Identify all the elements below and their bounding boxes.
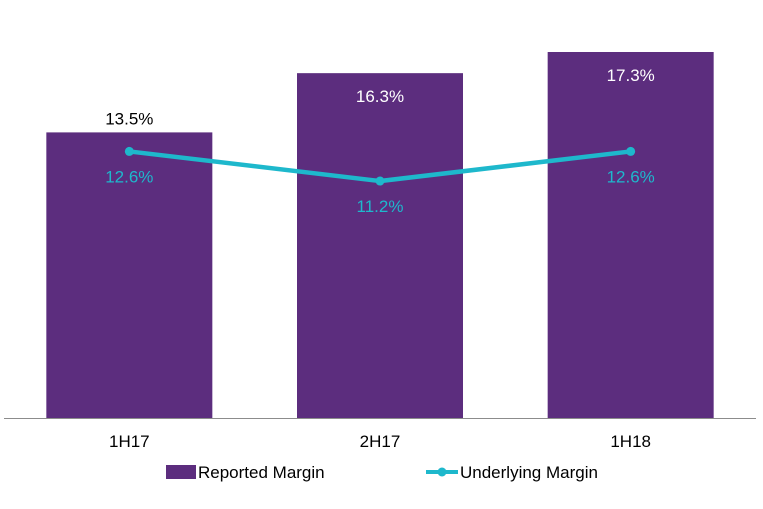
bar-value-label: 16.3% — [356, 87, 404, 106]
bar-1H18 — [547, 52, 714, 418]
legend: Reported Margin Underlying Margin — [166, 463, 598, 482]
legend-label-reported: Reported Margin — [198, 463, 325, 482]
underlying-margin-point — [124, 146, 134, 156]
underlying-margin-point — [626, 146, 636, 156]
line-value-label: 11.2% — [357, 197, 404, 216]
bar-value-label: 13.5% — [105, 109, 153, 128]
line-value-label: 12.6% — [607, 167, 655, 186]
underlying-margin-point — [375, 176, 385, 186]
legend-label-underlying: Underlying Margin — [460, 463, 598, 482]
legend-swatch-underlying-marker — [437, 467, 447, 477]
x-tick-label: 1H18 — [610, 432, 651, 451]
bar-series: 13.5% 16.3% 17.3% — [46, 52, 714, 418]
bar-2H17 — [297, 73, 463, 418]
line-value-label: 12.6% — [105, 167, 153, 186]
x-tick-label: 1H17 — [109, 432, 150, 451]
line-series: 12.6% 11.2% 12.6% — [105, 146, 655, 216]
x-tick-label: 2H17 — [360, 432, 401, 451]
bar-1H17 — [46, 132, 213, 418]
x-axis-ticks: 1H17 2H17 1H18 — [109, 432, 651, 451]
legend-swatch-reported — [166, 465, 196, 479]
bar-value-label: 17.3% — [607, 66, 655, 85]
